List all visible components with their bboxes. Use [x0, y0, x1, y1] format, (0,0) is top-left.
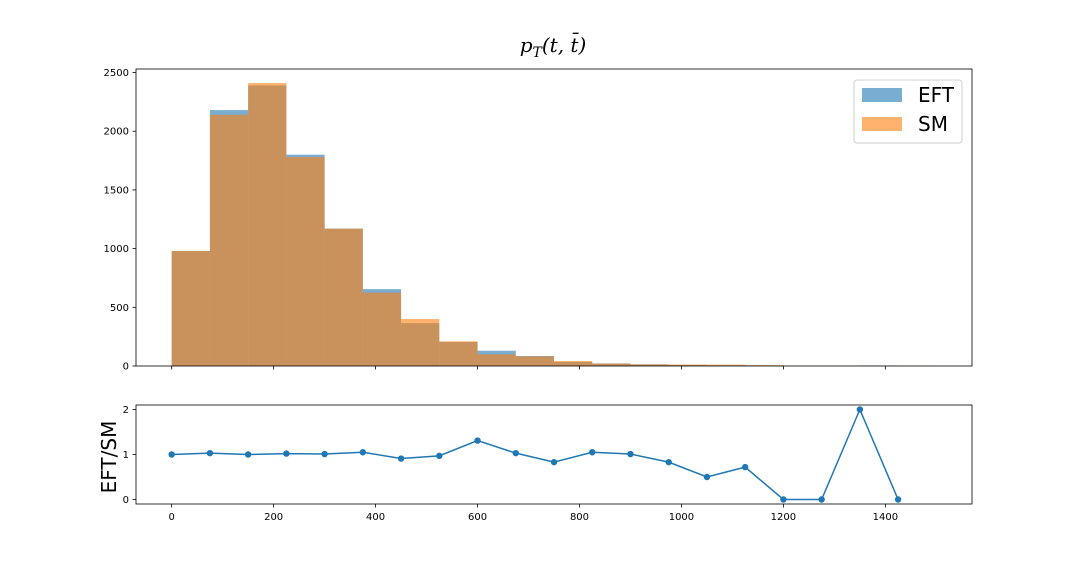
- legend-label-eft: EFT: [918, 83, 955, 107]
- ratio-point: [436, 452, 443, 460]
- sm-bar: [554, 361, 593, 366]
- legend-swatch-eft: [862, 88, 902, 102]
- y-tick-label: 500: [110, 303, 129, 314]
- ratio-y-tick-label: 0: [123, 495, 129, 506]
- sm-bar: [592, 363, 631, 366]
- sm-bar: [706, 364, 746, 366]
- ratio-point: [359, 449, 367, 456]
- ratio-point: [244, 451, 252, 458]
- ratio-point: [703, 473, 711, 481]
- sm-bar: [515, 356, 554, 366]
- ratio-point: [206, 449, 214, 457]
- ratio-point: [474, 437, 481, 444]
- ratio-series: [168, 406, 902, 503]
- ratio-point: [321, 450, 328, 458]
- y-tick-label: 2000: [104, 127, 129, 138]
- ratio-point: [550, 458, 558, 466]
- sm-bar: [745, 365, 784, 366]
- legend: EFT SM: [853, 79, 963, 144]
- ratio-axes: 0 1 2 0 200 400 600 800 1000 1200 1400: [123, 404, 973, 523]
- ratio-panel: 0 1 2 0 200 400 600 800 1000 1200 1400 EFT/SM: [97, 404, 973, 523]
- y-tick-label: 0: [123, 362, 129, 373]
- ratio-x-tick-label: 400: [366, 512, 385, 523]
- ratio-x-tick-label: 1000: [669, 512, 694, 523]
- sm-bar: [324, 228, 363, 366]
- sm-bar: [630, 364, 669, 366]
- sm-bar: [668, 364, 707, 366]
- ratio-x-tick-label: 1400: [873, 512, 898, 523]
- sm-bar: [209, 114, 249, 366]
- ratio-x-tick-label: 800: [570, 512, 589, 523]
- ratio-y-tick-label: 2: [123, 405, 129, 416]
- sm-bars: [171, 83, 937, 366]
- ratio-point: [665, 458, 672, 466]
- ratio-y-tick-label: 1: [123, 450, 129, 461]
- figure-title: pT(t, t̄): [520, 32, 587, 61]
- histogram-panel: 0 500 1000 1500 2000 2500 EFT SM: [104, 68, 973, 373]
- ratio-ylabel: EFT/SM: [97, 421, 121, 494]
- ratio-point: [589, 449, 596, 456]
- ratio-point: [856, 406, 864, 413]
- sm-bar: [171, 250, 210, 366]
- ratio-x-tick-label: 200: [264, 512, 283, 523]
- histogram-frame: [135, 68, 973, 367]
- ratio-point: [512, 449, 519, 457]
- ratio-point: [741, 463, 749, 471]
- ratio-x-tick-label: 0: [168, 512, 174, 523]
- ratio-point: [283, 450, 290, 457]
- y-tick-label: 1500: [104, 185, 129, 196]
- ratio-point: [168, 451, 175, 458]
- sm-bar: [248, 83, 287, 366]
- y-tick-label: 1000: [104, 244, 129, 255]
- histogram-axes: 0 500 1000 1500 2000 2500: [104, 68, 973, 373]
- sm-bar: [439, 341, 478, 366]
- legend-swatch-sm: [862, 117, 902, 131]
- ratio-point: [627, 450, 634, 458]
- sm-bar: [362, 292, 402, 366]
- sm-bar: [401, 319, 440, 366]
- ratio-x-tick-label: 1200: [771, 512, 796, 523]
- ratio-point: [894, 496, 902, 503]
- y-tick-label: 2500: [104, 68, 129, 79]
- ratio-point: [397, 455, 405, 462]
- legend-label-sm: SM: [918, 112, 948, 136]
- ratio-point: [780, 496, 787, 503]
- ratio-x-tick-label: 600: [468, 512, 487, 523]
- sm-bar: [477, 354, 516, 366]
- ratio-point: [818, 496, 825, 503]
- ratio-line: [171, 407, 899, 501]
- sm-bar: [286, 157, 325, 366]
